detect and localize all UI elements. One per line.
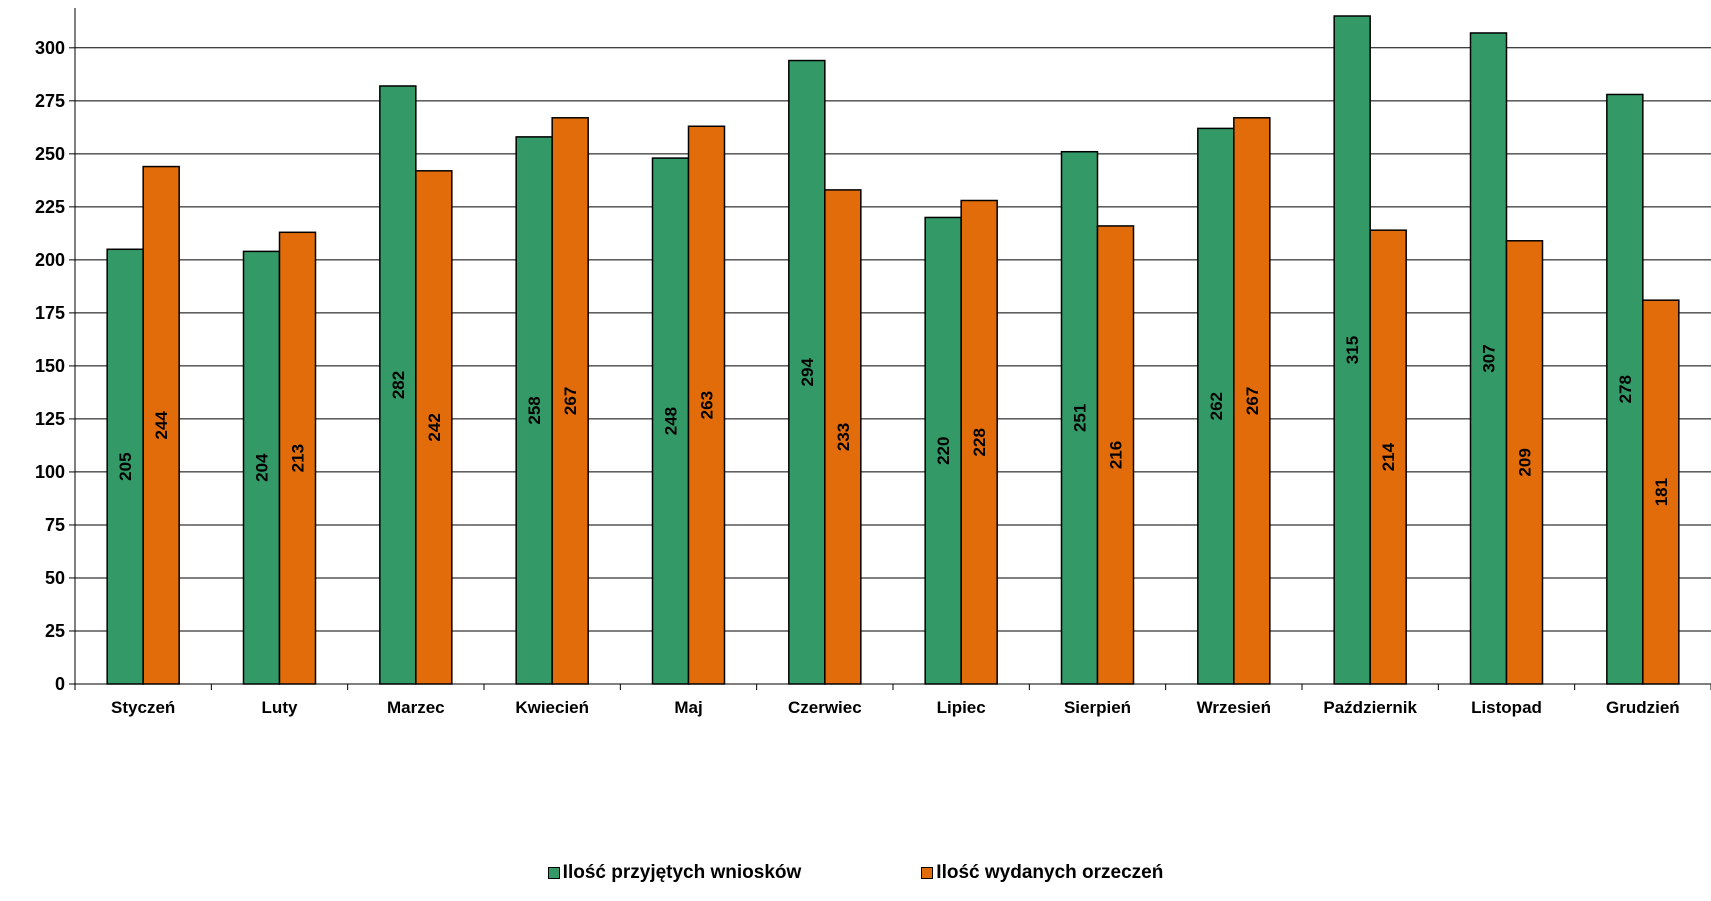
- data-label: 267: [1243, 387, 1262, 415]
- data-label: 213: [289, 444, 308, 472]
- data-label: 262: [1207, 392, 1226, 420]
- data-label: 204: [253, 453, 272, 482]
- data-label: 205: [116, 452, 135, 480]
- y-tick-label: 250: [35, 144, 65, 164]
- legend-swatch-series-1: [547, 867, 560, 879]
- bar: [1642, 299, 1680, 685]
- data-label: 216: [1107, 441, 1126, 469]
- data-label: 214: [1379, 442, 1398, 471]
- data-label: 258: [525, 396, 544, 424]
- data-label: 307: [1480, 344, 1499, 372]
- y-tick-label: 225: [35, 197, 65, 217]
- bar: [1505, 240, 1544, 685]
- data-label: 181: [1652, 478, 1671, 506]
- y-tick-label: 0: [55, 674, 65, 694]
- data-label: 267: [561, 387, 580, 415]
- data-label: 244: [152, 411, 171, 440]
- data-label: 278: [1616, 375, 1635, 403]
- bar: [824, 189, 862, 685]
- bar: [1233, 117, 1271, 685]
- bar: [651, 157, 690, 685]
- legend-label-series-2: Ilość wydanych orzeczeń: [936, 862, 1164, 883]
- y-tick-label: 125: [35, 409, 65, 429]
- bar: [515, 136, 553, 685]
- data-label: 248: [662, 407, 681, 435]
- x-tick-label: Wrzesień: [1197, 698, 1271, 717]
- y-tick-label: 175: [35, 303, 65, 323]
- bar: [415, 170, 453, 685]
- x-tick-label: Styczeń: [111, 698, 175, 717]
- x-tick-label: Maj: [674, 698, 702, 717]
- bar: [1369, 229, 1407, 685]
- data-label: 242: [425, 413, 444, 441]
- x-tick-label: Marzec: [387, 698, 445, 717]
- bar: [1096, 225, 1135, 685]
- data-label: 233: [834, 423, 853, 451]
- y-tick-label: 275: [35, 91, 65, 111]
- y-tick-label: 75: [45, 515, 65, 535]
- bar: [242, 250, 281, 685]
- y-tick-label: 150: [35, 356, 65, 376]
- bar: [687, 125, 726, 685]
- bar: [142, 165, 180, 685]
- data-label: 263: [698, 391, 717, 419]
- y-tick-label: 25: [45, 621, 65, 641]
- bar: [788, 59, 826, 685]
- y-tick-label: 200: [35, 250, 65, 270]
- data-label: 209: [1516, 448, 1535, 476]
- legend-label-series-1: Ilość przyjętych wniosków: [562, 862, 802, 883]
- x-tick-label: Listopad: [1471, 698, 1542, 717]
- x-tick-label: Czerwiec: [788, 698, 862, 717]
- bar-chart: 0 25 50 75 100 125 150 175 200 225 250 275 300 205 244…: [35, 8, 1711, 717]
- x-tick-label: Kwiecień: [515, 698, 589, 717]
- legend-item-series-1: Ilość przyjętych wniosków: [547, 862, 802, 884]
- data-label: 315: [1343, 336, 1362, 364]
- y-tick-label: 100: [35, 462, 65, 482]
- bar: [106, 248, 144, 685]
- data-label: 282: [389, 371, 408, 399]
- x-tick-label: Lipiec: [937, 698, 986, 717]
- bar: [379, 85, 417, 685]
- x-tick-label: Październik: [1323, 698, 1417, 717]
- x-tick-label: Luty: [262, 698, 298, 717]
- x-tick-label: Grudzień: [1606, 698, 1680, 717]
- legend-item-series-2: Ilość wydanych orzeczeń: [921, 862, 1163, 884]
- legend-swatch-series-2: [921, 867, 934, 879]
- bar: [1333, 15, 1371, 685]
- data-label: 294: [798, 358, 817, 387]
- data-label: 251: [1071, 404, 1090, 432]
- bar: [278, 231, 317, 685]
- y-tick-label: 300: [35, 38, 65, 58]
- legend: Ilość przyjętych wniosków Ilość wydanych…: [0, 862, 1711, 884]
- bar: [551, 117, 589, 685]
- x-tick-label: Sierpień: [1064, 698, 1131, 717]
- y-tick-label: 50: [45, 568, 65, 588]
- bar: [960, 199, 998, 685]
- data-label: 228: [970, 428, 989, 456]
- bar: [924, 216, 962, 685]
- data-label: 220: [934, 437, 953, 465]
